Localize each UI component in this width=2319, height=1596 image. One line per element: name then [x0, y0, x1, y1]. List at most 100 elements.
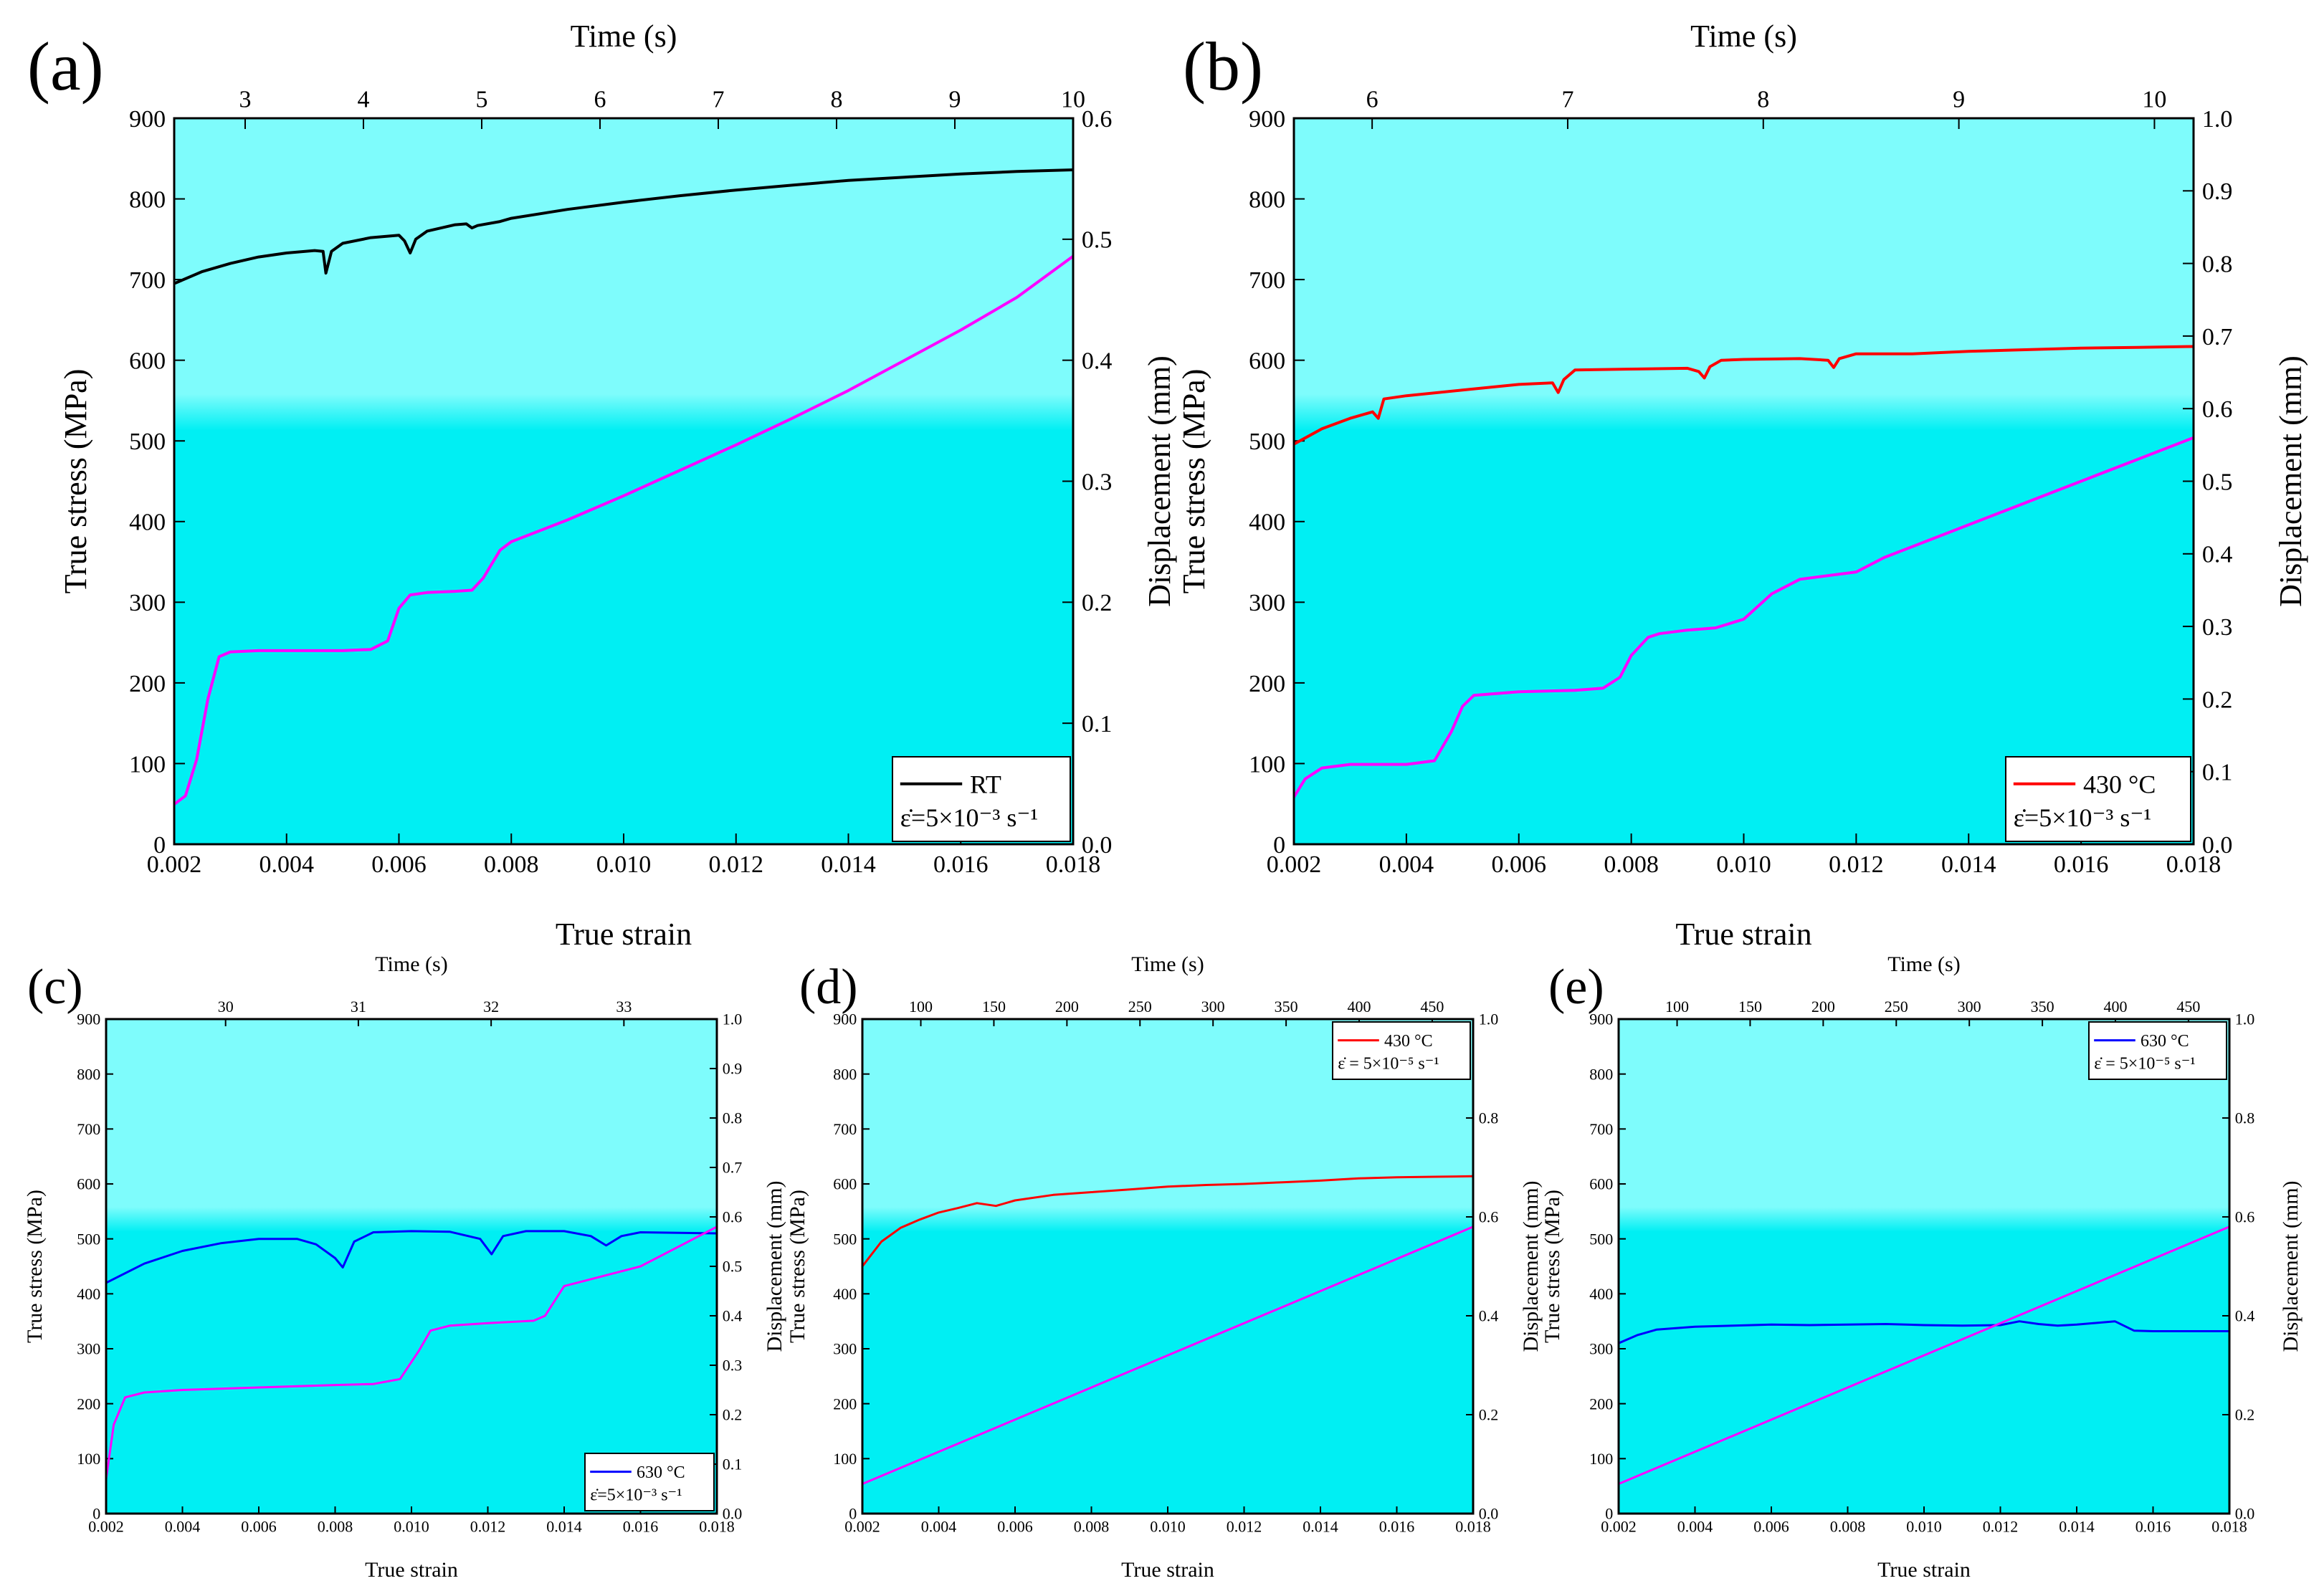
legend-rate: ε̇=5×10⁻³ s⁻¹: [900, 803, 1038, 832]
x-tick-label: 0.006: [1492, 851, 1547, 878]
y-tick-label: 400: [77, 1285, 100, 1303]
y-tick-label: 300: [77, 1340, 100, 1358]
y2-tick-label: 0.8: [1479, 1109, 1499, 1127]
panel-e: 0.002 0.004 0.006 0.008 0.010 0.012 0.014 0.016…: [1541, 952, 2303, 1582]
top-tick-label: 6: [1366, 87, 1378, 113]
plot-frame: [1617, 1018, 2231, 1515]
panel-label: (a): [27, 28, 104, 105]
top-tick-label: 10: [1061, 87, 1085, 113]
y-tick-label: 900: [1589, 1010, 1613, 1028]
plot-area: [106, 1019, 717, 1514]
legend-box: [584, 1453, 715, 1511]
y-tick-label: 100: [1249, 751, 1285, 778]
y-axis-title: True stress (MPa): [58, 369, 93, 594]
y2-tick-label: 0.8: [2235, 1109, 2255, 1127]
top-tick-label: 32: [483, 998, 499, 1016]
y-tick-label: 0: [1605, 1505, 1613, 1523]
x-tick-label: 0.006: [241, 1517, 277, 1535]
panel-d: 0.002 0.004 0.006 0.008 0.010 0.012 0.014 0.016…: [786, 952, 1543, 1582]
x-tick-label: 0.006: [1753, 1517, 1789, 1535]
plot-area: [862, 1019, 1473, 1514]
top-tick-label: 3: [239, 87, 252, 113]
x-tick-label: 0.004: [165, 1517, 201, 1535]
top-tick-label: 10: [2142, 87, 2166, 113]
x-tick-label: 0.002: [1601, 1517, 1637, 1535]
y-tick-label: 100: [833, 1450, 857, 1468]
y2-tick-label: 0.7: [2202, 324, 2233, 350]
x-tick-label: 0.018: [1455, 1517, 1491, 1535]
y-tick-label: 600: [77, 1175, 100, 1193]
y2-tick-label: 0.4: [723, 1307, 742, 1325]
stress-line: [174, 168, 1073, 285]
y-tick-label: 0: [153, 832, 166, 859]
y-tick-label: 400: [1589, 1285, 1613, 1303]
x-tick-label: 0.010: [1906, 1517, 1942, 1535]
x-tick-label: 0.010: [596, 851, 652, 878]
legend: 630 °C ε̇ = 5×10⁻⁵ s⁻¹: [2088, 1021, 2227, 1080]
plot-frame: [1292, 117, 2195, 846]
top-tick-label: 100: [909, 998, 933, 1016]
x-tick-label: 0.014: [1941, 851, 1996, 878]
x-tick-label: 0.004: [921, 1517, 957, 1535]
legend-label: 630 °C: [637, 1463, 685, 1482]
x-tick-label: 0.004: [1379, 851, 1434, 878]
y-tick-label: 300: [833, 1340, 857, 1358]
x-tick-label: 0.012: [1227, 1517, 1262, 1535]
y2-tick-label: 1.0: [2235, 1010, 2255, 1028]
y2-tick-label: 0.1: [2202, 760, 2233, 786]
legend: 430 °C ε̇=5×10⁻³ s⁻¹: [2005, 756, 2191, 842]
y2-tick-label: 0.2: [1082, 590, 1113, 616]
top-tick-label: 250: [1128, 998, 1152, 1016]
y-tick-label: 600: [1249, 348, 1285, 375]
x-tick-label: 0.014: [1303, 1517, 1338, 1535]
y-tick-label: 800: [1589, 1065, 1613, 1083]
y-tick-label: 700: [833, 1120, 857, 1138]
y-tick-label: 500: [1249, 429, 1285, 455]
y2-axis-title: Displacement (mm): [1519, 1180, 1543, 1352]
x-tick-label: 0.008: [1604, 851, 1659, 878]
top-tick-label: 300: [1958, 998, 1981, 1016]
y-tick-label: 300: [1589, 1340, 1613, 1358]
x-tick-label: 0.008: [1830, 1517, 1866, 1535]
y-tick-label: 800: [129, 186, 166, 213]
panel-label: (d): [799, 960, 858, 1015]
panel-label: (b): [1183, 28, 1263, 105]
y-tick-label: 300: [129, 590, 166, 616]
y-tick-label: 700: [129, 267, 166, 294]
y-tick-label: 200: [77, 1395, 100, 1413]
x-tick-label: 0.016: [2135, 1517, 2171, 1535]
y2-axis-title: Displacement (mm): [2273, 355, 2308, 607]
x-axis-title: True strain: [365, 1558, 458, 1582]
y-tick-label: 0: [1273, 832, 1285, 859]
y2-tick-label: 0.4: [1082, 348, 1113, 375]
stress-line: [106, 1230, 717, 1284]
legend-label: 430 °C: [2083, 770, 2156, 798]
y-tick-label: 600: [833, 1175, 857, 1193]
x-axis-title: True strain: [1675, 917, 1811, 952]
y2-tick-label: 0.4: [2235, 1307, 2255, 1325]
x-tick-label: 0.018: [699, 1517, 735, 1535]
top-tick-label: 150: [1738, 998, 1762, 1016]
y-tick-label: 200: [129, 671, 166, 697]
stress-line: [1294, 345, 2194, 446]
legend-label: 430 °C: [1384, 1032, 1433, 1051]
y-tick-label: 800: [833, 1065, 857, 1083]
x-tick-label: 0.018: [1046, 851, 1101, 878]
top-tick-label: 31: [351, 998, 366, 1016]
plot-area: [1294, 118, 2194, 844]
legend-box: [1332, 1021, 1471, 1080]
panel-label: (e): [1548, 960, 1604, 1015]
y-tick-label: 500: [129, 429, 166, 455]
legend-rate: ε̇=5×10⁻³ s⁻¹: [590, 1486, 682, 1505]
y-axis-title: True stress (MPa): [1541, 1190, 1564, 1343]
x-tick-label: 0.016: [2054, 851, 2109, 878]
plot-frame: [861, 1018, 1475, 1515]
top-tick-label: 250: [1885, 998, 1908, 1016]
top-tick-label: 4: [358, 87, 370, 113]
top-axis-title: Time (s): [375, 952, 447, 976]
y2-tick-label: 1.0: [723, 1010, 742, 1028]
y2-axis-title: Displacement (mm): [763, 1180, 786, 1352]
x-tick-label: 0.002: [147, 851, 202, 878]
y-tick-label: 200: [833, 1395, 857, 1413]
